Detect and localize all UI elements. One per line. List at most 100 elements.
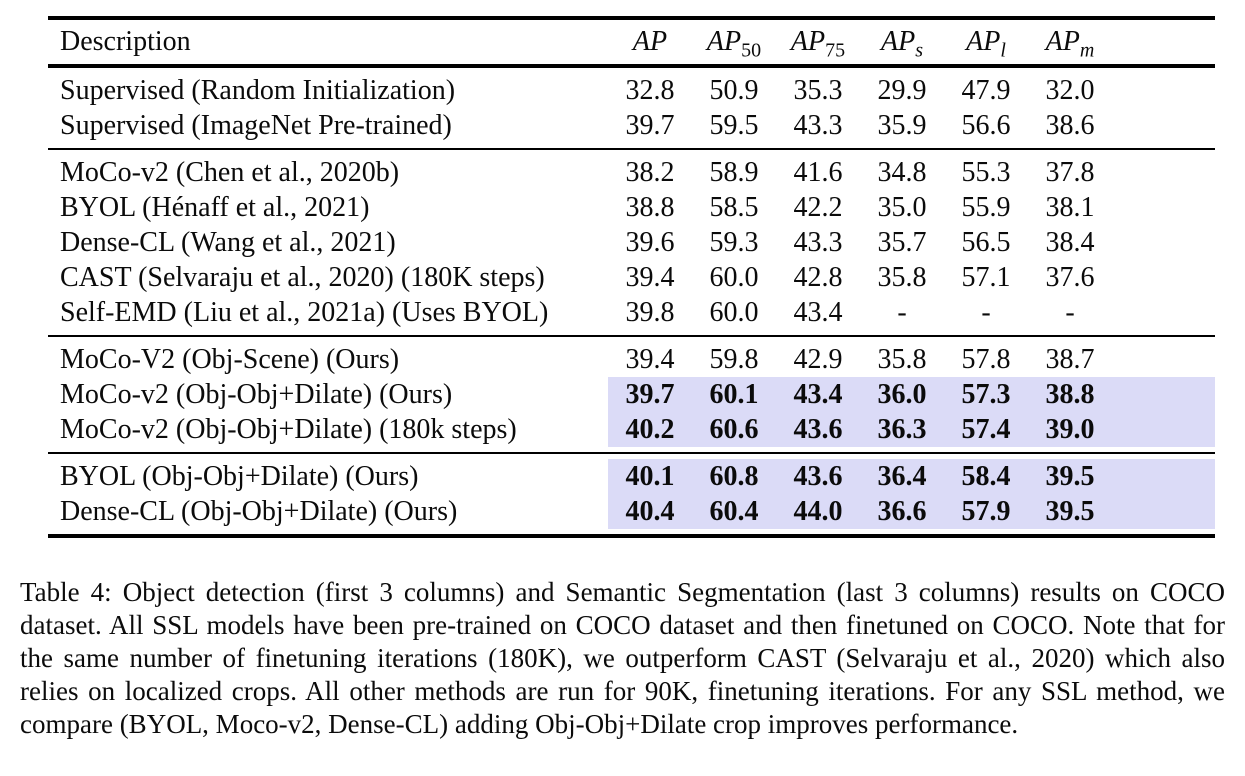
cell-value: 39.5: [1028, 459, 1112, 494]
cell-value: 39.4: [625, 343, 675, 375]
row-spacer: [1112, 342, 1215, 377]
cell-value: 35.0: [877, 191, 927, 223]
cell-value: 57.1: [961, 261, 1011, 293]
table-row: BYOL (Hénaff et al., 2021) 38.8 58.5 42.2 35…: [48, 190, 1215, 225]
cell-value: 60.0: [709, 261, 759, 293]
row-label: MoCo-v2 (Chen et al., 2020b): [60, 156, 400, 188]
cell-value: 43.3: [793, 226, 843, 258]
cell-value: 40.2: [608, 412, 692, 447]
cell-value: 58.9: [709, 156, 759, 188]
row-label: BYOL (Obj-Obj+Dilate) (Ours): [60, 460, 419, 492]
table-row: BYOL (Obj-Obj+Dilate) (Ours) 40.1 60.8 43.6…: [48, 459, 1215, 494]
table-row: MoCo-v2 (Chen et al., 2020b) 38.2 58.9 41.6…: [48, 155, 1215, 190]
cell-value: 44.0: [776, 494, 860, 529]
metric-label: AP: [632, 26, 668, 57]
cell-value: 39.0: [1028, 412, 1112, 447]
cell-value: 57.9: [944, 494, 1028, 529]
cell-value: 35.3: [793, 74, 843, 106]
cell-value: 39.7: [608, 377, 692, 412]
cell-value: 56.6: [961, 109, 1011, 141]
cell-value: 60.4: [692, 494, 776, 529]
table-row: Dense-CL (Obj-Obj+Dilate) (Ours) 40.4 60.4…: [48, 494, 1215, 529]
results-table: Description AP AP50 AP75 APs APl APm Supervise…: [48, 16, 1215, 538]
row-label: Self-EMD (Liu et al., 2021a) (Uses BYOL): [60, 296, 549, 328]
header-separator-rule: [48, 64, 1215, 68]
table-row: CAST (Selvaraju et al., 2020) (180K step…: [48, 260, 1215, 295]
cell-value: -: [897, 296, 907, 328]
table-row: MoCo-v2 (Obj-Obj+Dilate) (180k steps) 40.…: [48, 412, 1215, 447]
cell-value: 36.0: [860, 377, 944, 412]
table-section-supervised-baselines: Supervised (Random Initialization) 32.8 50…: [48, 68, 1215, 148]
row-spacer: [1112, 295, 1215, 330]
cell-value: 43.4: [776, 377, 860, 412]
table-row: MoCo-v2 (Obj-Obj+Dilate) (Ours) 39.7 60.1 4…: [48, 377, 1215, 412]
row-spacer: [1112, 225, 1215, 260]
row-label: MoCo-V2 (Obj-Scene) (Ours): [60, 343, 400, 375]
cell-value: 57.3: [944, 377, 1028, 412]
cell-value: 60.6: [692, 412, 776, 447]
cell-value: 39.6: [625, 226, 675, 258]
table-section-ours-moco: MoCo-V2 (Obj-Scene) (Ours) 39.4 59.8 42.9 35…: [48, 337, 1215, 452]
cell-value: 39.4: [625, 261, 675, 293]
cell-value: 40.1: [608, 459, 692, 494]
row-label: MoCo-v2 (Obj-Obj+Dilate) (Ours): [60, 378, 453, 410]
table-row: Self-EMD (Liu et al., 2021a) (Uses BYOL)…: [48, 295, 1215, 330]
cell-value: 38.8: [1028, 377, 1112, 412]
section-separator-rule: [48, 335, 1215, 337]
cell-value: 42.2: [793, 191, 843, 223]
table-header-row: Description AP AP50 AP75 APs APl APm: [48, 20, 1215, 64]
row-spacer: [1112, 377, 1215, 412]
table-section-ours-byol-densecl: BYOL (Obj-Obj+Dilate) (Ours) 40.1 60.8 43.6…: [48, 454, 1215, 534]
table-caption: Table 4: Object detection (first 3 colum…: [20, 577, 1225, 739]
row-spacer: [1112, 73, 1215, 108]
column-header-metric: APm: [1028, 20, 1112, 64]
cell-value: 60.1: [692, 377, 776, 412]
cell-value: 60.8: [692, 459, 776, 494]
cell-value: 55.9: [961, 191, 1011, 223]
cell-value: 35.8: [877, 343, 927, 375]
cell-value: 39.8: [625, 296, 675, 328]
metric-label: APl: [966, 26, 1006, 62]
cell-value: 42.9: [793, 343, 843, 375]
column-header-description: Description: [60, 26, 191, 57]
row-label: Dense-CL (Obj-Obj+Dilate) (Ours): [60, 495, 458, 527]
cell-value: 39.7: [625, 109, 675, 141]
section-separator-rule: [48, 452, 1215, 454]
cell-value: -: [981, 296, 991, 328]
row-spacer: [1112, 459, 1215, 494]
cell-value: 57.8: [961, 343, 1011, 375]
cell-value: 38.2: [625, 156, 675, 188]
cell-value: 37.8: [1045, 156, 1095, 188]
cell-value: 38.4: [1045, 226, 1095, 258]
row-spacer: [1112, 412, 1215, 447]
metric-label: AP50: [706, 26, 762, 62]
table-row: Supervised (Random Initialization) 32.8 50…: [48, 73, 1215, 108]
cell-value: 40.4: [608, 494, 692, 529]
cell-value: 58.4: [944, 459, 1028, 494]
row-spacer: [1112, 494, 1215, 529]
column-header-metric: AP: [608, 20, 692, 64]
cell-value: 59.8: [709, 343, 759, 375]
column-header-metric: APs: [860, 20, 944, 64]
cell-value: 43.4: [793, 296, 843, 328]
cell-value: 56.5: [961, 226, 1011, 258]
cell-value: 38.7: [1045, 343, 1095, 375]
cell-value: 36.4: [860, 459, 944, 494]
cell-value: -: [1065, 296, 1075, 328]
row-spacer: [1112, 108, 1215, 143]
cell-value: 38.6: [1045, 109, 1095, 141]
cell-value: 32.0: [1045, 74, 1095, 106]
cell-value: 41.6: [793, 156, 843, 188]
cell-value: 47.9: [961, 74, 1011, 106]
metric-label: APm: [1045, 26, 1095, 62]
cell-value: 59.5: [709, 109, 759, 141]
row-label: CAST (Selvaraju et al., 2020) (180K step…: [60, 261, 545, 293]
cell-value: 58.5: [709, 191, 759, 223]
cell-value: 37.6: [1045, 261, 1095, 293]
table-section-ssl-baselines: MoCo-v2 (Chen et al., 2020b) 38.2 58.9 41.6…: [48, 150, 1215, 335]
row-label: MoCo-v2 (Obj-Obj+Dilate) (180k steps): [60, 413, 517, 445]
table-bottom-rule: [48, 534, 1215, 538]
row-spacer: [1112, 190, 1215, 225]
cell-value: 32.8: [625, 74, 675, 106]
metric-label: APs: [880, 26, 923, 62]
